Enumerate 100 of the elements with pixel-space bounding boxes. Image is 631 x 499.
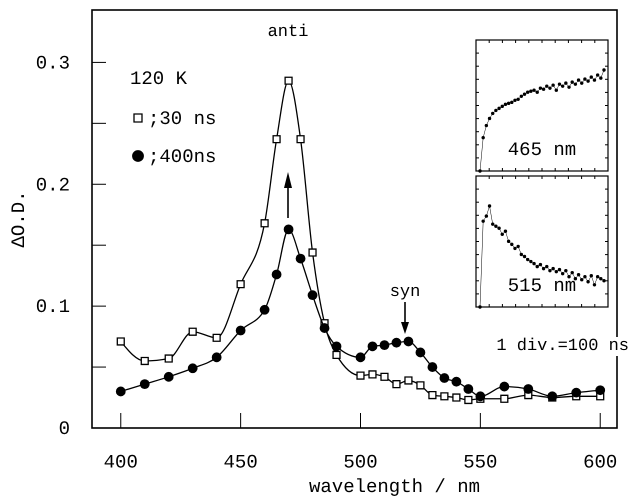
point [596,73,600,77]
point [497,106,501,110]
legend-label: ;400ns [148,146,216,168]
x-tick-label: 600 [583,451,618,474]
point [564,81,568,85]
y-tick-label: 0.3 [36,52,70,74]
point [368,370,377,378]
point [551,83,555,87]
point [516,98,520,101]
point [116,386,126,396]
annotation: 465 nm [508,139,576,161]
point [428,390,437,400]
point [592,78,596,82]
point [140,379,150,390]
y-tick-label: 0.2 [36,174,70,196]
point [602,279,606,282]
point [595,385,606,396]
point [596,275,600,278]
point [536,90,539,94]
point [499,382,510,392]
point [570,270,574,274]
point [260,219,269,228]
point [116,337,125,346]
point [452,376,462,387]
point [520,252,524,256]
point [497,226,501,230]
annotation: anti [268,23,308,42]
point [272,270,282,280]
point [554,270,558,274]
point [284,224,294,234]
point [571,388,582,398]
point [560,84,564,88]
point [478,305,482,309]
point [236,280,245,288]
point [164,354,173,363]
point [404,376,413,385]
point [392,380,401,388]
point [296,254,306,264]
point [392,338,402,348]
x-tick-label: 550 [463,451,498,474]
point [440,373,450,383]
point [416,348,426,358]
point [560,272,564,276]
point [554,88,558,92]
point [506,240,510,244]
point [368,341,378,352]
point [463,384,474,394]
annotation: 515 nm [508,275,576,297]
point [574,277,578,280]
point [599,76,603,80]
point [380,372,389,381]
point [522,254,526,258]
point [548,86,552,90]
point [599,277,603,280]
point [536,264,539,268]
point [481,219,485,223]
point [522,92,526,96]
annotation: 1 div.=100 ns [496,337,629,356]
point [532,262,536,266]
point [580,81,584,85]
point [356,352,366,362]
point [590,75,593,79]
point [558,82,562,86]
point [523,384,534,394]
point [586,280,590,284]
x-tick-label: 450 [224,451,258,474]
point [532,88,536,92]
point [513,246,517,250]
point [538,262,542,266]
point [551,266,555,270]
y-tick-label: 0 [58,418,70,440]
point [236,326,246,336]
point [272,135,281,144]
point [308,248,317,257]
point [212,334,221,342]
point [332,341,342,352]
point [500,232,504,236]
point [260,304,270,315]
point [284,76,293,85]
point [491,112,494,116]
x-axis-title: wavelength / nm [308,476,480,498]
y-axis-title: ΔO.D. [8,190,30,248]
point [481,136,485,140]
point [576,272,580,276]
point [500,104,504,108]
point [520,94,524,98]
point [491,222,494,226]
point [548,268,552,272]
point [404,336,414,346]
point [586,79,590,83]
point [583,275,587,278]
point [504,230,508,233]
point [510,100,514,104]
point [506,102,510,106]
point [513,98,517,102]
point [484,214,488,218]
point [583,77,587,81]
point [576,78,580,82]
point [580,278,584,282]
y-tick-label: 0.1 [36,296,70,318]
